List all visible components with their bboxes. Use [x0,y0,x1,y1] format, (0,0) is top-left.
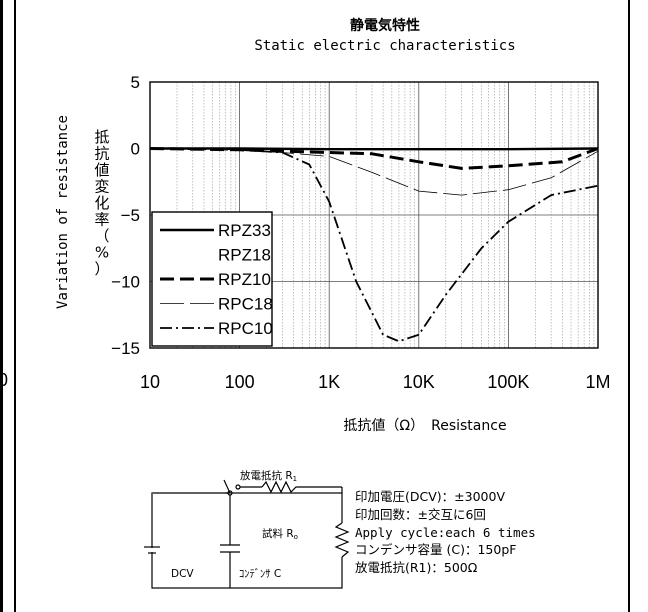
series-line-rpc10 [149,147,599,343]
plot-border [149,81,599,349]
info-line-voltage: 印加電圧(DCV)：±3000V [355,489,505,504]
legend: RPZ33 RPZ18 RPZ10 RPC18 RPC10 [151,211,273,347]
x-tick-label: 1K [318,372,340,392]
switch-blade [223,479,231,494]
legend-label-rpc18: RPC18 [218,295,273,314]
series-lines [149,147,599,343]
circuit-diagram [144,479,350,589]
y-axis-label-en: Variation of resistance [55,115,71,309]
left-edge-border [0,0,3,612]
switch-contact-b [235,484,241,490]
legend-label-rpz33: RPZ33 [218,221,271,240]
chart-subtitle: Static electric characteristics [254,38,515,54]
y-axis-label-jp-char: 率 [94,211,109,229]
dcv-label: DCV [171,568,194,580]
chart-title: 静電気特性 [350,17,420,34]
figure-box [14,0,630,612]
r1-label: 放電抵抗 R1 [240,469,297,483]
x-tick-label: 100K [487,372,529,392]
capacitor-label: ｺﾝﾃﾞﾝｻ C [239,568,281,580]
x-tick-labels: 10 100 1K 10K 100K 1M [140,372,611,392]
legend-label-rpz18: RPZ18 [218,246,271,265]
y-tick-label: −10 [111,273,140,292]
info-line-capacitance: コンデンサ容量 (C)：150pF [355,542,517,558]
x-tick-label: 10 [140,372,160,392]
left-edge-label: 0 [0,370,9,390]
y-tick-label: 5 [131,73,140,92]
x-axis-label: 抵抗値（Ω） Resistance [343,418,506,434]
y-axis-label-jp-char: 抗 [94,145,109,163]
y-axis-label-jp-char: % [95,244,109,262]
info-line-apply-cycle: Apply cycle:each 6 times [355,524,536,540]
y-tick-label: 0 [131,140,140,159]
y-tick-labels: 5 0 −5 −10 −15 [111,73,140,358]
y-axis-label-jp-char: 化 [94,194,109,212]
legend-label-rpz10: RPZ10 [218,270,271,289]
legend-label-rpc10: RPC10 [218,319,273,338]
x-tick-label: 10K [403,372,435,392]
y-tick-label: −5 [121,206,140,225]
x-tick-label: 100 [225,372,255,392]
ro-subscript: o [294,533,298,541]
r1-resistor [261,480,342,494]
series-line-rpz33 [150,147,599,151]
r1-subscript: 1 [293,475,297,483]
ro-resistor [334,522,350,558]
y-axis-label-jp-char: 抵 [94,128,109,146]
y-axis-label-jp-char: （ [94,227,109,245]
test-conditions: 印加電圧(DCV)：±3000V 印加回数：±交互に6回 Apply cycle… [355,488,536,577]
y-axis-label-jp: 抵抗値変化率（%） [94,128,109,278]
y-axis-label-jp-char: ） [94,260,109,278]
info-line-count: 印加回数：±交互に6回 [355,506,486,522]
ro-label: 試料 Ro [262,527,298,541]
y-axis-label-jp-char: 変 [94,178,109,196]
y-tick-label: −15 [111,339,140,358]
x-tick-label: 1M [585,372,610,392]
y-axis-label-jp-char: 値 [94,161,109,179]
info-line-discharge-resistor: 放電抵抗(R1)：500Ω [355,560,478,576]
plot-frame [149,81,599,349]
